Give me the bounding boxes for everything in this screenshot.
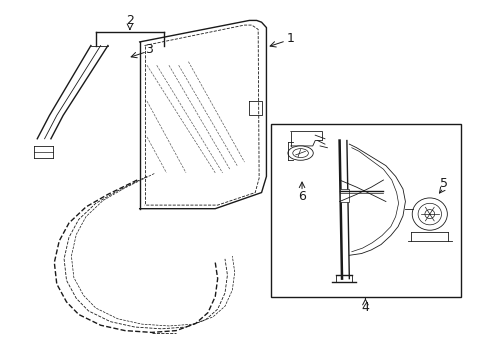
Ellipse shape (424, 210, 434, 219)
Text: 1: 1 (286, 32, 294, 45)
Text: 4: 4 (361, 301, 368, 314)
Text: 3: 3 (145, 42, 153, 55)
Text: 2: 2 (126, 14, 134, 27)
Ellipse shape (292, 149, 308, 158)
Text: 5: 5 (440, 177, 447, 190)
Bar (271, 125, 461, 297)
Ellipse shape (287, 146, 313, 160)
Bar (339, 189, 348, 202)
Ellipse shape (411, 198, 447, 230)
Ellipse shape (417, 203, 441, 225)
Text: 6: 6 (298, 190, 305, 203)
